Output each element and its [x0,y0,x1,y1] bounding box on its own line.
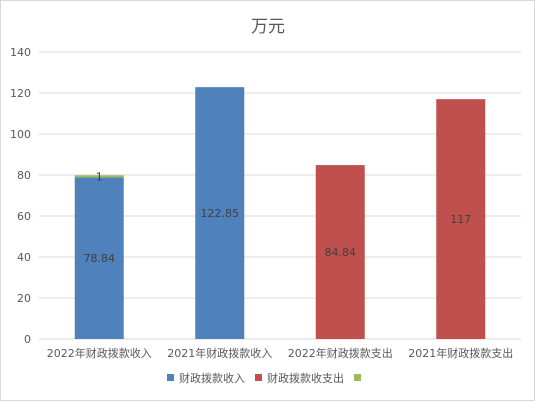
legend-swatch [255,374,262,381]
y-tick-label: 0 [24,333,31,346]
data-label: 1 [96,170,103,183]
data-labels: 78.84 1 122.85 84.84 117 [84,170,472,265]
bar [195,87,245,339]
bar [74,177,124,339]
y-tick-label: 60 [17,210,31,223]
y-tick-label: 40 [17,251,31,264]
y-tick-label: 140 [10,46,31,59]
data-label: 117 [450,213,471,226]
bar [436,99,486,340]
data-label: 122.85 [201,207,240,220]
legend-label: 财政拨款收入 [179,371,245,385]
y-tick-label: 80 [17,169,31,182]
x-tick-label: 2021年财政拨款收入 [167,346,272,360]
x-tick-label: 2021年财政拨款支出 [408,346,513,360]
x-tick-label: 2022年财政拨款收入 [47,346,152,360]
legend-label: 财政拨款收支出 [267,371,344,385]
y-tick-label: 20 [17,292,31,305]
data-label: 84.84 [325,246,357,259]
legend-swatch [354,374,361,381]
y-tick-label: 120 [10,87,31,100]
y-tick-label: 100 [10,128,31,141]
bar [74,175,124,178]
y-axis-tick-labels: 0 20 40 60 80 100 120 140 [10,46,31,346]
legend: 财政拨款收入 财政拨款收支出 [167,371,361,385]
x-tick-label: 2022年财政拨款支出 [288,346,393,360]
chart-title: 万元 [251,17,285,37]
bars [74,87,486,340]
legend-swatch [167,374,174,381]
data-label: 78.84 [84,252,116,265]
x-axis-tick-labels: 2022年财政拨款收入 2021年财政拨款收入 2022年财政拨款支出 2021年财政… [47,346,514,360]
bar [315,165,365,339]
